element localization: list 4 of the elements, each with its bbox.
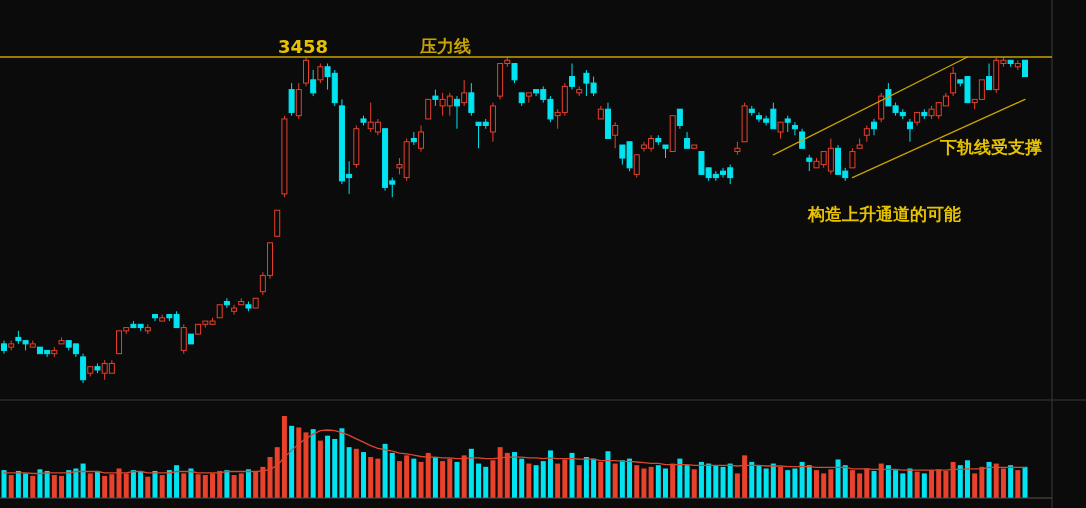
annotation: 下轨线受支撑 xyxy=(939,137,1042,157)
ref-line-label: 压力线 xyxy=(419,36,471,56)
annotation: 3458 xyxy=(278,36,329,57)
annotation: 构造上升通道的可能 xyxy=(807,204,961,224)
